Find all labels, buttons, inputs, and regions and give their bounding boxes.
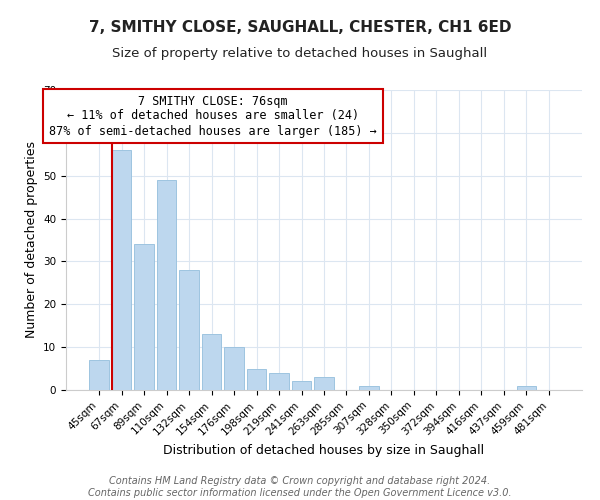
Bar	[134, 244, 154, 390]
Bar	[292, 382, 311, 390]
Bar	[517, 386, 536, 390]
Bar	[202, 334, 221, 390]
Bar	[157, 180, 176, 390]
Bar	[112, 150, 131, 390]
Bar	[359, 386, 379, 390]
Bar	[314, 377, 334, 390]
Bar	[224, 347, 244, 390]
Bar	[269, 373, 289, 390]
Text: Size of property relative to detached houses in Saughall: Size of property relative to detached ho…	[112, 48, 488, 60]
Bar	[89, 360, 109, 390]
X-axis label: Distribution of detached houses by size in Saughall: Distribution of detached houses by size …	[163, 444, 485, 456]
Text: 7, SMITHY CLOSE, SAUGHALL, CHESTER, CH1 6ED: 7, SMITHY CLOSE, SAUGHALL, CHESTER, CH1 …	[89, 20, 511, 35]
Bar	[247, 368, 266, 390]
Text: 7 SMITHY CLOSE: 76sqm
← 11% of detached houses are smaller (24)
87% of semi-deta: 7 SMITHY CLOSE: 76sqm ← 11% of detached …	[49, 94, 377, 138]
Bar	[179, 270, 199, 390]
Y-axis label: Number of detached properties: Number of detached properties	[25, 142, 38, 338]
Text: Contains HM Land Registry data © Crown copyright and database right 2024.
Contai: Contains HM Land Registry data © Crown c…	[88, 476, 512, 498]
